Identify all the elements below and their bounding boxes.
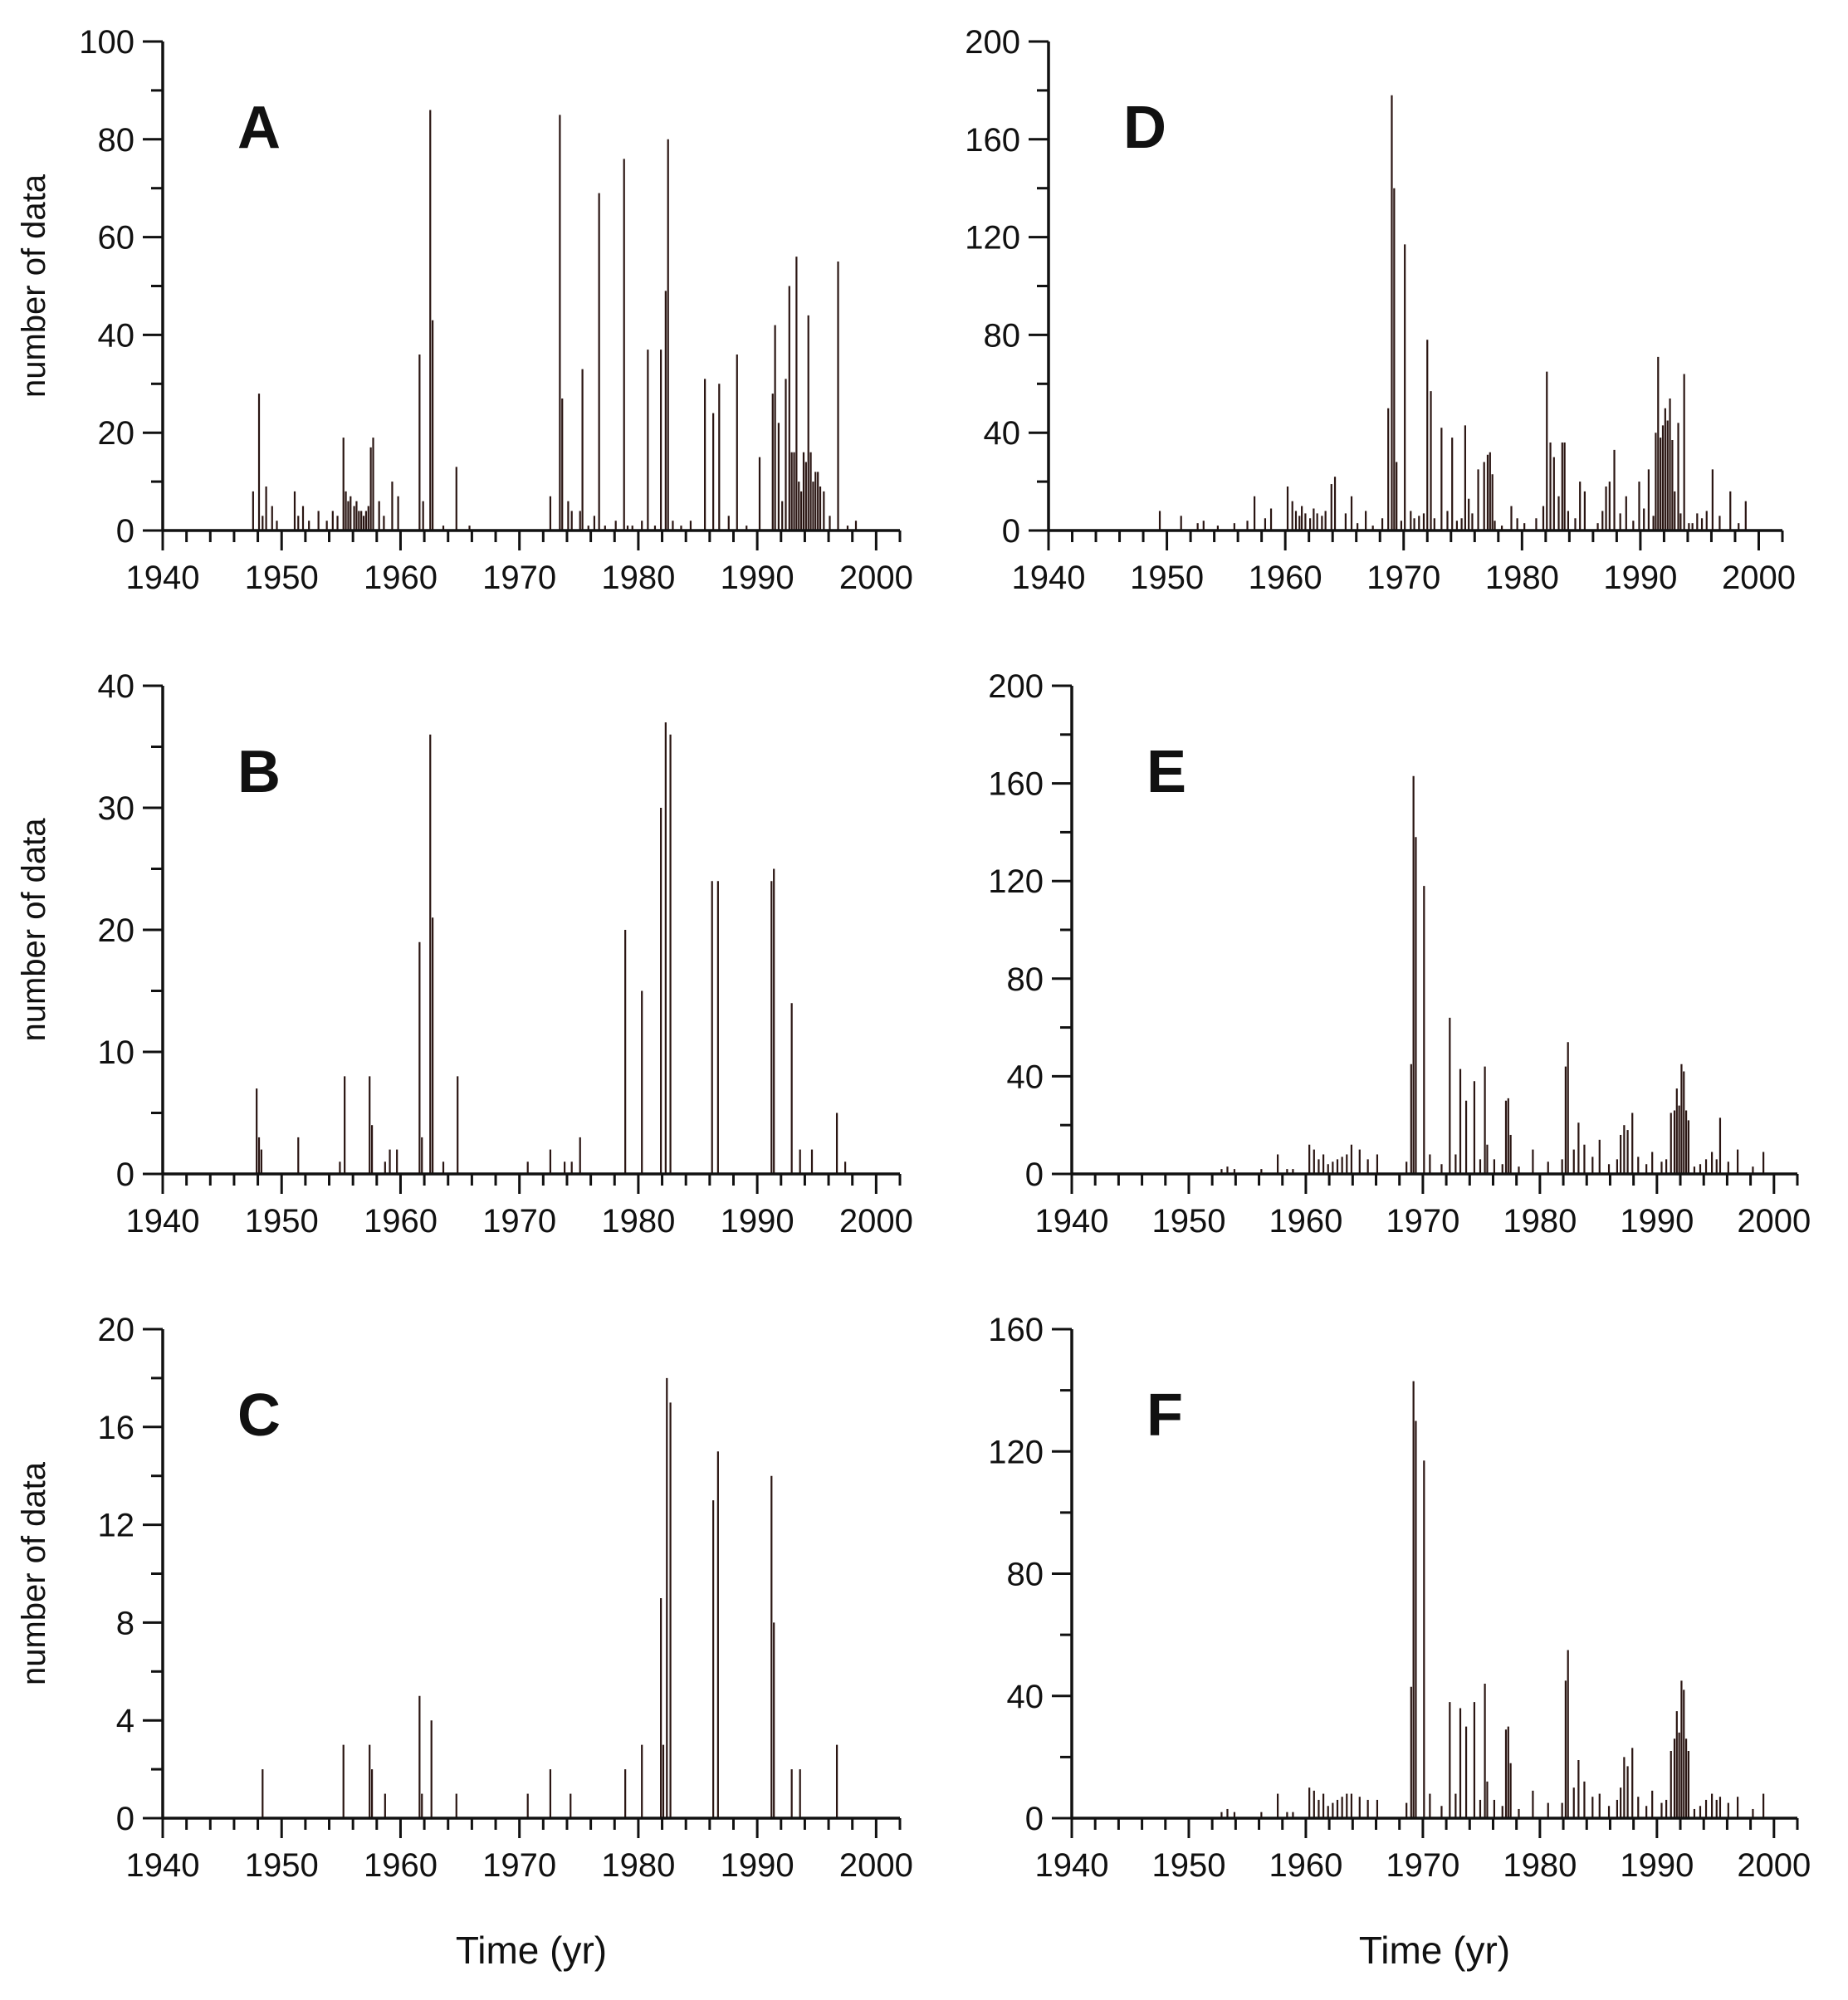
y-tick-label: 0 [116, 513, 134, 550]
x-tick-label: 1950 [1130, 560, 1204, 596]
y-tick-label: 160 [965, 122, 1020, 159]
x-tick-label: 1940 [1035, 1847, 1109, 1884]
y-tick-label: 200 [965, 24, 1020, 61]
y-tick-label: 4 [116, 1703, 134, 1739]
x-tick-label: 1990 [1620, 1203, 1694, 1240]
x-tick-label: 2000 [839, 1203, 913, 1240]
x-tick-label: 1970 [1386, 1203, 1459, 1240]
y-tick-label: 8 [116, 1605, 134, 1641]
panel-b: 1940 1950 1960 1970 1980 1990 2000 0 10 20 30 40 Bnu… [16, 668, 913, 1240]
x-tick-label: 1960 [364, 1203, 438, 1240]
panel-letter: C [237, 1382, 281, 1449]
y-tick-label: 40 [98, 668, 135, 705]
x-tick-label: 1960 [1269, 1847, 1342, 1884]
y-tick-label: 0 [1002, 513, 1020, 550]
x-tick-label: 1940 [126, 560, 200, 596]
x-tick-label: 1990 [1603, 560, 1677, 596]
panel-letter: F [1146, 1382, 1183, 1449]
y-tick-label: 80 [98, 122, 135, 159]
y-tick-label: 0 [116, 1801, 134, 1837]
y-tick-label: 16 [98, 1410, 135, 1446]
y-tick-label: 40 [1007, 1679, 1044, 1715]
x-tick-label: 1970 [482, 1203, 556, 1240]
y-tick-label: 160 [988, 766, 1044, 803]
x-tick-label: 1940 [126, 1203, 200, 1240]
x-tick-label: 1950 [1151, 1847, 1225, 1884]
x-tick-label: 1970 [482, 1847, 556, 1884]
y-tick-label: 120 [988, 863, 1044, 900]
y-tick-label: 20 [98, 415, 135, 452]
x-tick-label: 1960 [364, 1847, 438, 1884]
panel-letter: B [237, 739, 281, 805]
x-axis-title: Time (yr) [456, 1929, 607, 1972]
y-tick-label: 80 [984, 317, 1021, 354]
panel-letter: A [237, 95, 281, 161]
y-axis-title: number of data [16, 1461, 52, 1685]
x-tick-label: 1940 [1012, 560, 1086, 596]
x-tick-label: 1980 [601, 1847, 675, 1884]
y-axis-title: number of data [16, 818, 52, 1042]
y-tick-label: 12 [98, 1508, 135, 1544]
y-tick-label: 120 [988, 1434, 1044, 1470]
x-tick-label: 2000 [1737, 1847, 1811, 1884]
panel-d: 1940 1950 1960 1970 1980 1990 2000 0 40 80 120 160 2… [965, 24, 1796, 596]
x-axis-title: Time (yr) [1359, 1929, 1510, 1972]
x-tick-label: 2000 [1737, 1203, 1811, 1240]
x-tick-label: 1980 [1485, 560, 1559, 596]
x-tick-label: 1980 [1503, 1203, 1577, 1240]
y-tick-label: 80 [1007, 961, 1044, 998]
x-tick-label: 1990 [721, 560, 794, 596]
x-tick-label: 1970 [482, 560, 556, 596]
panel-a: 1940 1950 1960 1970 1980 1990 2000 0 20 40 60 80 100… [16, 24, 913, 596]
x-tick-label: 1960 [364, 560, 438, 596]
x-tick-label: 1950 [245, 1847, 319, 1884]
x-tick-label: 1970 [1366, 560, 1440, 596]
y-tick-label: 30 [98, 790, 135, 827]
x-tick-label: 1940 [126, 1847, 200, 1884]
y-tick-label: 40 [984, 415, 1021, 452]
x-tick-label: 1940 [1035, 1203, 1109, 1240]
x-tick-label: 1950 [245, 560, 319, 596]
x-tick-label: 1960 [1269, 1203, 1342, 1240]
panel-letter: D [1123, 95, 1166, 161]
y-tick-label: 120 [965, 220, 1020, 257]
y-tick-label: 80 [1007, 1557, 1044, 1593]
x-tick-label: 2000 [839, 560, 913, 596]
x-tick-label: 2000 [1722, 560, 1796, 596]
y-tick-label: 20 [98, 1312, 135, 1348]
panel-letter: E [1146, 739, 1186, 805]
y-tick-label: 160 [988, 1312, 1044, 1348]
y-tick-label: 40 [1007, 1059, 1044, 1095]
x-tick-label: 2000 [839, 1847, 913, 1884]
y-tick-label: 60 [98, 220, 135, 257]
x-tick-label: 1980 [601, 1203, 675, 1240]
y-tick-label: 0 [1025, 1801, 1044, 1837]
y-tick-label: 0 [116, 1156, 134, 1193]
x-tick-label: 1970 [1386, 1847, 1459, 1884]
panel-f: 1940 1950 1960 1970 1980 1990 2000 0 40 80 120 160 F… [988, 1312, 1811, 1972]
y-tick-label: 100 [79, 24, 134, 61]
x-tick-label: 1990 [721, 1203, 794, 1240]
x-tick-label: 1960 [1249, 560, 1322, 596]
x-tick-label: 1980 [1503, 1847, 1577, 1884]
x-tick-label: 1990 [721, 1847, 794, 1884]
y-tick-label: 20 [98, 912, 135, 949]
panel-c: 1940 1950 1960 1970 1980 1990 2000 0 4 8 12 16 20 Cnu… [16, 1312, 913, 1972]
x-tick-label: 1990 [1620, 1847, 1694, 1884]
y-tick-label: 40 [98, 317, 135, 354]
y-tick-label: 200 [988, 668, 1044, 705]
x-tick-label: 1950 [1151, 1203, 1225, 1240]
x-tick-label: 1980 [601, 560, 675, 596]
y-tick-label: 0 [1025, 1156, 1044, 1193]
y-tick-label: 10 [98, 1034, 135, 1071]
panel-e: 1940 1950 1960 1970 1980 1990 2000 0 40 80 120 160 2… [988, 668, 1811, 1240]
y-axis-title: number of data [16, 174, 52, 398]
x-tick-label: 1950 [245, 1203, 319, 1240]
